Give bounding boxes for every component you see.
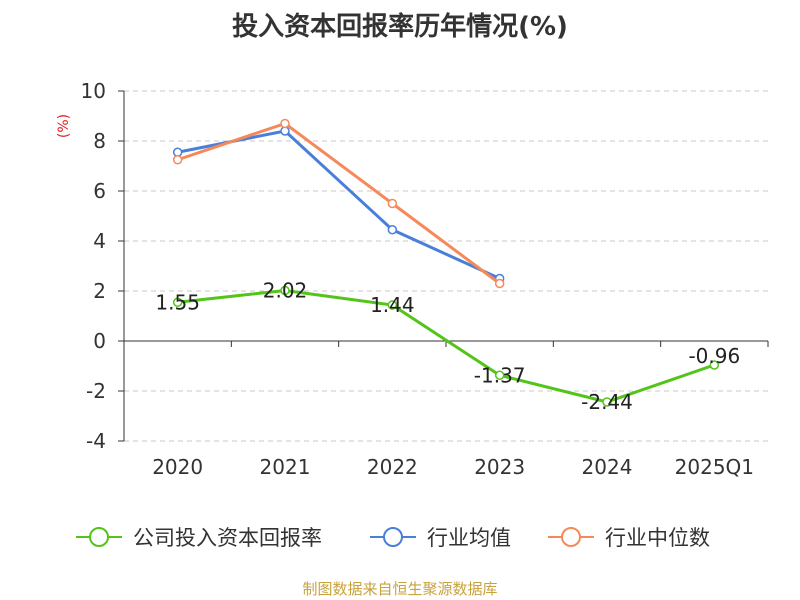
legend-item-2: 行业中位数 bbox=[548, 526, 710, 550]
source-note: 制图数据来自恒生聚源数据库 bbox=[302, 580, 498, 598]
data-point bbox=[280, 285, 290, 296]
data-point bbox=[387, 225, 398, 235]
series-line-2 bbox=[177, 122, 501, 285]
data-point bbox=[172, 155, 183, 165]
y-tick-label: -2 bbox=[86, 379, 106, 403]
y-tick-label: 10 bbox=[81, 79, 106, 103]
legend-label: 行业均值 bbox=[427, 526, 511, 550]
y-tick-label: 0 bbox=[93, 329, 106, 353]
data-point bbox=[494, 370, 505, 380]
legend-swatch-marker bbox=[383, 527, 403, 547]
data-label: -0.96 bbox=[688, 344, 740, 368]
legend-swatch-marker bbox=[89, 527, 109, 547]
legend: 公司投入资本回报率 行业均值 行业中位数 bbox=[76, 526, 710, 550]
x-tick-label: 2023 bbox=[474, 455, 525, 479]
data-point bbox=[709, 360, 720, 370]
data-label: -1.37 bbox=[474, 363, 526, 387]
y-axis-title: (%) bbox=[56, 114, 72, 138]
x-tick-label: 2025Q1 bbox=[675, 455, 754, 479]
legend-item-1: 行业均值 bbox=[370, 526, 511, 550]
series-line-1 bbox=[177, 129, 501, 280]
y-tick-label: 6 bbox=[93, 179, 106, 203]
y-tick-label: 4 bbox=[93, 229, 106, 253]
legend-label: 公司投入资本回报率 bbox=[133, 526, 322, 550]
x-tick-label: 2022 bbox=[367, 455, 418, 479]
x-tick-label: 2024 bbox=[582, 455, 633, 479]
series-line-0 bbox=[177, 289, 715, 404]
y-tick-label: 2 bbox=[93, 279, 106, 303]
axes: -4 -2 0 2 4 6 8 10 (%) 2020 2021 2022 2023 2024 2025Q1 bbox=[56, 79, 769, 479]
data-label: 1.55 bbox=[155, 290, 200, 314]
data-point bbox=[602, 397, 612, 407]
series-lines bbox=[172, 118, 720, 407]
data-point bbox=[494, 278, 505, 289]
chart-title: 投入资本回报率历年情况(%) bbox=[232, 12, 568, 42]
data-label: -2.44 bbox=[581, 390, 633, 414]
data-label: 2.02 bbox=[263, 279, 308, 303]
data-label: 1.44 bbox=[370, 293, 415, 317]
data-point bbox=[387, 300, 398, 310]
y-tick-label: -4 bbox=[86, 429, 106, 453]
legend-item-0: 公司投入资本回报率 bbox=[76, 526, 322, 550]
x-tick-label: 2020 bbox=[152, 455, 203, 479]
data-point bbox=[172, 297, 183, 307]
data-point bbox=[387, 198, 398, 209]
y-tick-label: 8 bbox=[93, 129, 106, 153]
legend-swatch-marker bbox=[561, 527, 581, 547]
x-tick-label: 2021 bbox=[260, 455, 311, 479]
data-point bbox=[280, 118, 290, 129]
legend-label: 行业中位数 bbox=[605, 526, 710, 550]
data-labels: 1.55 2.02 1.44 -1.37 -2.44 -0.96 bbox=[155, 279, 740, 415]
